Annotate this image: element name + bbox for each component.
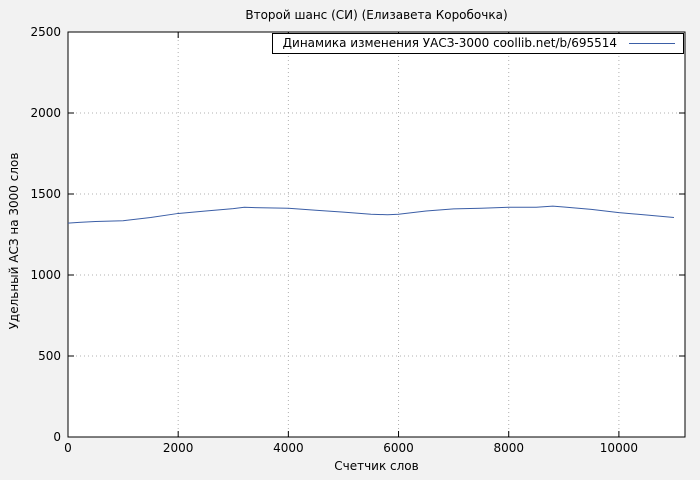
x-axis-label: Счетчик слов (334, 459, 419, 473)
chart-title: Второй шанс (СИ) (Елизавета Коробочка) (245, 8, 508, 22)
x-tick-label: 10000 (600, 441, 638, 455)
y-tick-label: 1500 (30, 187, 61, 201)
x-tick-label: 2000 (163, 441, 194, 455)
x-tick-label: 4000 (273, 441, 304, 455)
y-tick-label: 2000 (30, 106, 61, 120)
y-tick-label: 2500 (30, 25, 61, 39)
x-tick-label: 8000 (493, 441, 524, 455)
y-tick-label: 500 (38, 349, 61, 363)
x-tick-label: 0 (64, 441, 72, 455)
y-axis-label: Удельный АСЗ на 3000 слов (7, 152, 21, 330)
legend: Динамика изменения УАСЗ-3000 coollib.net… (271, 33, 684, 54)
plot-border (67, 31, 686, 438)
x-tick-label: 6000 (383, 441, 414, 455)
plot-area (68, 32, 685, 437)
legend-label: Динамика изменения УАСЗ-3000 coollib.net… (282, 36, 617, 50)
legend-line-sample (629, 42, 675, 44)
y-tick-label: 1000 (30, 268, 61, 282)
y-tick-label: 0 (53, 430, 61, 444)
data-line (67, 205, 675, 224)
